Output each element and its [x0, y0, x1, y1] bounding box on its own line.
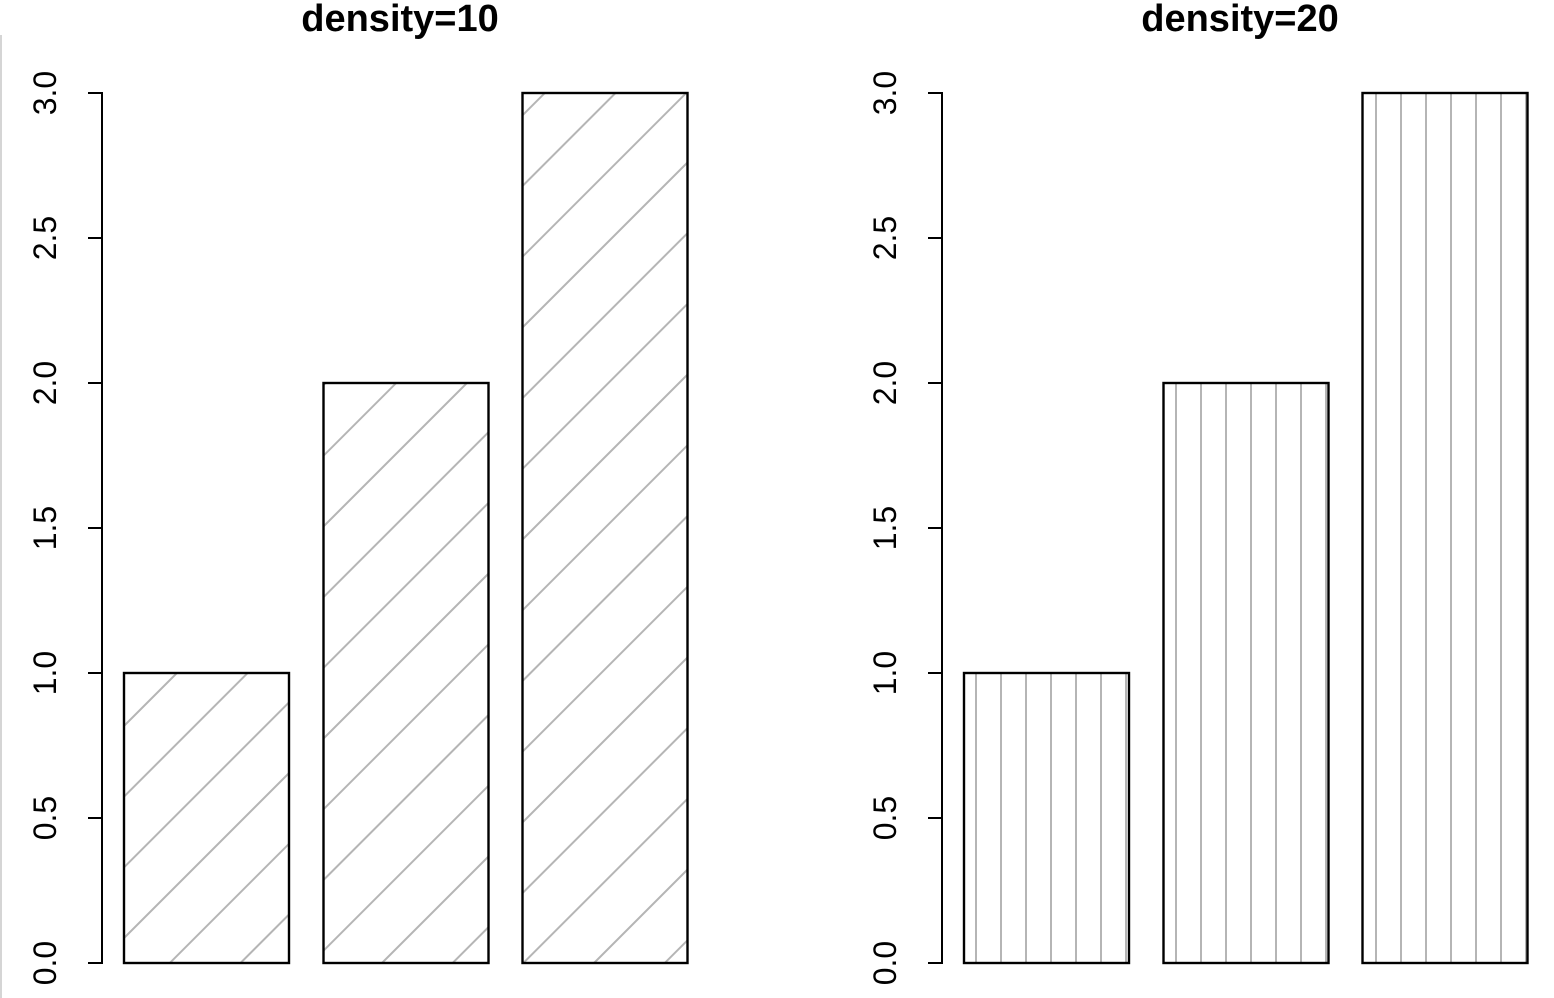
- y-tick-label: 1.0: [867, 651, 903, 695]
- y-tick-label: 3.0: [27, 71, 63, 115]
- y-tick-label: 0.0: [867, 941, 903, 985]
- y-tick-label: 2.0: [867, 361, 903, 405]
- y-tick-label: 1.5: [867, 506, 903, 550]
- y-tick-label: 2.5: [867, 216, 903, 260]
- bar: [521, 91, 689, 965]
- bar: [962, 671, 1131, 965]
- y-tick-label: 0.5: [867, 796, 903, 840]
- bar: [122, 671, 291, 965]
- y-tick-label: 2.5: [27, 216, 63, 260]
- y-tick-label: 1.0: [27, 651, 63, 695]
- bar: [1162, 381, 1330, 965]
- y-tick-label: 1.5: [27, 506, 63, 550]
- y-tick-label: 0.0: [27, 941, 63, 985]
- bar-chart-panel: 0.0 0.5 1.0 1.5 2.0 2.5 3.0: [27, 71, 689, 985]
- chart-title-right: density=20: [1141, 0, 1339, 40]
- chart-panels: 0.0 0.5 1.0 1.5 2.0 2.5 3.0 0.0 0.5 1.0 1.5 2.0 2.5 3…: [27, 71, 1529, 985]
- bar-chart-panel: 0.0 0.5 1.0 1.5 2.0 2.5 3.0: [867, 71, 1529, 985]
- bar: [1361, 91, 1529, 965]
- y-tick-label: 0.5: [27, 796, 63, 840]
- chart-title-left: density=10: [301, 0, 499, 40]
- y-tick-label: 2.0: [27, 361, 63, 405]
- y-tick-label: 3.0: [867, 71, 903, 115]
- bar: [322, 381, 490, 965]
- pane-edge-divider: [0, 35, 2, 998]
